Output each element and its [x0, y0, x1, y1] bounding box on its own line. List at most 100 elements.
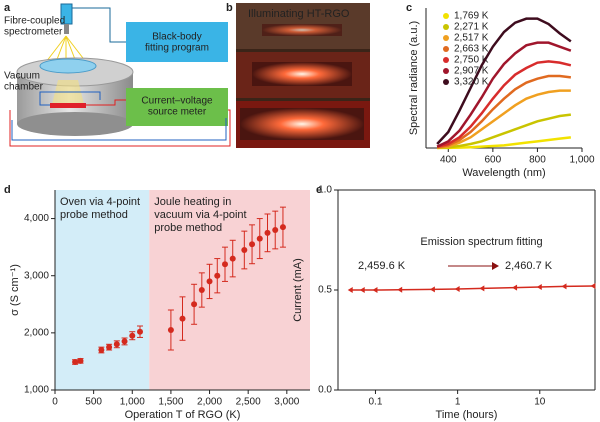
wire — [39, 91, 101, 106]
x-tick-label: 2,000 — [197, 397, 222, 408]
legend-marker — [443, 68, 449, 74]
x-tick-label: 500 — [85, 397, 102, 408]
window — [39, 58, 97, 74]
x-tick-label: 0 — [52, 397, 58, 408]
x-tick-label: 3,000 — [274, 397, 299, 408]
y-axis-title: σ (S cm⁻¹) — [9, 264, 21, 316]
x-tick-label: 1 — [455, 397, 461, 408]
x-axis-title: Time (hours) — [436, 409, 498, 421]
region-label: probe method — [154, 222, 222, 234]
wire — [11, 118, 227, 141]
marker — [347, 287, 353, 293]
panel-label: d — [4, 184, 11, 196]
legend-label: 1,769 K — [454, 11, 489, 22]
wire — [86, 99, 126, 106]
program-label: Black-body — [152, 32, 201, 43]
point — [272, 227, 279, 233]
y-tick-label: 1,000 — [24, 385, 49, 396]
annotation: Emission spectrum fitting — [420, 236, 542, 248]
marker — [590, 283, 596, 289]
legend-marker — [443, 57, 449, 63]
marker — [536, 284, 542, 290]
panel-a: a Fibre-coupled spectrometer Vacuum cham… — [4, 2, 231, 147]
point — [198, 287, 205, 293]
marker — [512, 284, 518, 291]
y-tick-label: 1.0 — [318, 185, 332, 196]
region-label: Joule heating in — [154, 196, 231, 208]
point — [256, 235, 263, 242]
panel-b: b Illuminating HT-RGO — [226, 2, 370, 148]
spectrometer-label: Fibre-coupled — [4, 16, 65, 27]
panel-label: c — [406, 2, 412, 14]
point — [98, 347, 105, 353]
x-tick-label: 800 — [529, 155, 546, 166]
marker — [397, 286, 403, 293]
x-tick-label: 600 — [485, 155, 502, 166]
y-tick-label: 2,000 — [24, 327, 49, 338]
point — [167, 327, 174, 333]
region-label: vacuum via 4-point — [154, 209, 246, 221]
point — [229, 255, 236, 262]
series-line — [436, 17, 572, 145]
x-axis-title: Operation T of RGO (K) — [125, 409, 241, 421]
legend-marker — [443, 79, 449, 85]
marker — [429, 286, 435, 293]
glow — [252, 62, 352, 86]
panel-label: a — [4, 2, 11, 14]
point — [279, 224, 286, 231]
spectrometer-label: spectrometer — [4, 27, 63, 38]
point — [222, 261, 228, 268]
arrow-head — [492, 262, 499, 270]
legend-marker — [443, 35, 449, 41]
x-tick-label: 1,000 — [569, 155, 594, 166]
y-tick-label: 3,000 — [24, 270, 49, 281]
panel-label: e — [316, 184, 322, 196]
marker — [479, 285, 485, 292]
x-axis-title: Wavelength (nm) — [462, 167, 545, 179]
point — [121, 338, 128, 345]
y-axis-title: Spectral radiance (a.u.) — [408, 21, 420, 135]
glow — [262, 24, 342, 36]
sample — [50, 103, 86, 108]
y-tick-label: 0.0 — [318, 385, 332, 396]
x-tick-label: 400 — [440, 155, 457, 166]
series-line — [350, 285, 594, 291]
chamber-label: chamber — [4, 82, 44, 93]
legend-label: 2,750 K — [454, 55, 489, 66]
legend-label: 2,517 K — [454, 33, 489, 44]
program-label: fitting program — [145, 43, 209, 54]
meter-label: Current–voltage — [141, 96, 213, 107]
marker — [359, 287, 365, 293]
legend-label: 3,320 K — [454, 77, 489, 88]
point — [191, 301, 198, 308]
point — [241, 247, 248, 253]
point — [179, 315, 186, 322]
point — [72, 359, 79, 365]
x-tick-label: 1,500 — [158, 397, 183, 408]
fibre — [64, 24, 69, 34]
marker — [454, 286, 460, 292]
x-tick-label: 1,000 — [120, 397, 145, 408]
point — [113, 341, 120, 348]
x-tick-label: 2,500 — [236, 397, 261, 408]
series-line — [437, 136, 572, 150]
wire — [9, 109, 231, 147]
rays — [45, 35, 87, 63]
photo-caption: Illuminating HT-RGO — [248, 8, 350, 20]
program-box — [126, 22, 228, 62]
series-line — [437, 89, 571, 149]
region-label: probe method — [60, 209, 128, 221]
point — [264, 229, 271, 236]
chamber-bottom — [17, 112, 133, 136]
annotation: 2,460.7 K — [505, 260, 553, 272]
y-tick-label: 0.5 — [318, 285, 332, 296]
meter-box — [126, 88, 228, 126]
legend-marker — [443, 13, 449, 19]
legend-marker — [443, 24, 449, 30]
marker — [372, 287, 378, 293]
cable — [72, 7, 126, 43]
panel-label: b — [226, 2, 233, 14]
region-label: Oven via 4-point — [60, 196, 140, 208]
series-line — [437, 113, 572, 150]
